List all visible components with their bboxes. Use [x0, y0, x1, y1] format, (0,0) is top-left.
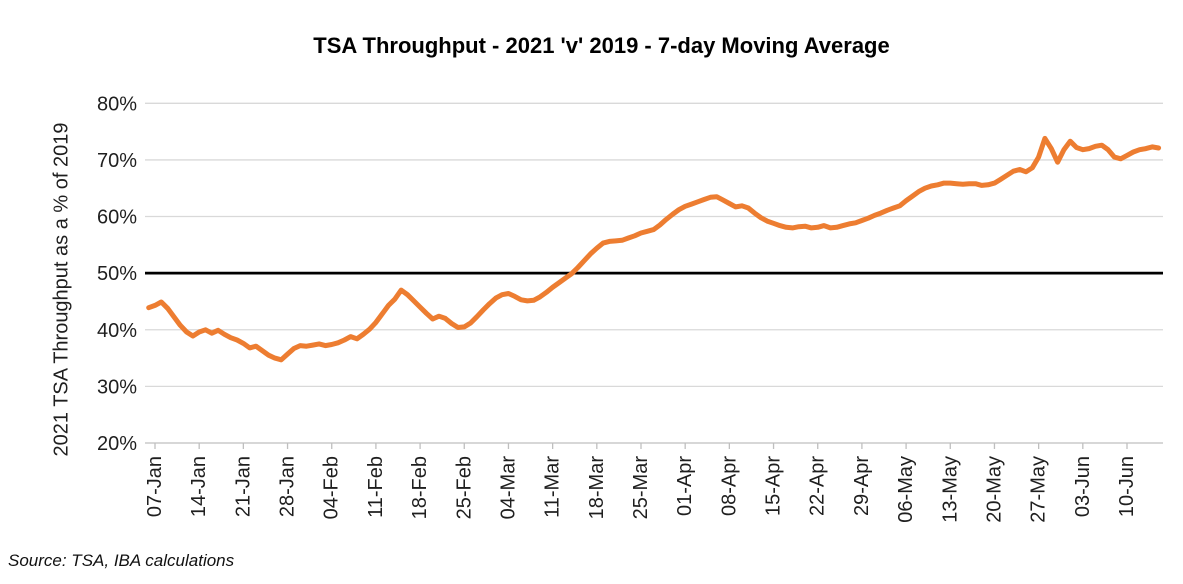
chart-title: TSA Throughput - 2021 'v' 2019 - 7-day M… — [313, 33, 890, 58]
x-tick-label-13-May: 13-May — [939, 456, 961, 523]
x-tick-label-06-May: 06-May — [895, 456, 917, 523]
x-tick-label-21-Jan: 21-Jan — [232, 456, 254, 517]
x-tick-label-11-Mar: 11-Mar — [542, 456, 564, 518]
x-tick-label-04-Mar: 04-Mar — [497, 456, 519, 520]
x-tick-label-01-Apr: 01-Apr — [674, 456, 696, 516]
x-tick-label-03-Jun: 03-Jun — [1072, 456, 1094, 517]
series-line-2021-vs-2019 — [146, 135, 1162, 363]
x-tick-label-14-Jan: 14-Jan — [188, 456, 210, 517]
x-tick-label-28-Jan: 28-Jan — [277, 456, 299, 517]
x-tick-label-18-Feb: 18-Feb — [409, 456, 431, 519]
y-tick-label-70: 70% — [97, 150, 137, 172]
y-tick-label-80: 80% — [97, 93, 137, 115]
y-tick-label-50: 50% — [97, 263, 137, 285]
source-note: Source: TSA, IBA calculations — [8, 551, 235, 570]
y-tick-label-60: 60% — [97, 207, 137, 229]
x-tick-label-22-Apr: 22-Apr — [807, 456, 829, 516]
x-tick-label-07-Jan: 07-Jan — [144, 456, 166, 517]
x-tick-label-20-May: 20-May — [983, 456, 1005, 523]
y-tick-label-20: 20% — [97, 433, 137, 455]
x-tick-label-27-May: 27-May — [1028, 456, 1050, 523]
x-tick-label-25-Feb: 25-Feb — [453, 456, 475, 519]
x-tick-label-10-Jun: 10-Jun — [1116, 456, 1138, 517]
x-tick-label-04-Feb: 04-Feb — [321, 456, 343, 519]
x-tick-label-11-Feb: 11-Feb — [365, 456, 387, 518]
x-tick-label-25-Mar: 25-Mar — [630, 456, 652, 520]
x-tick-label-29-Apr: 29-Apr — [851, 456, 873, 516]
x-tick-label-15-Apr: 15-Apr — [763, 456, 785, 516]
y-tick-label-40: 40% — [97, 320, 137, 342]
x-tick-label-08-Apr: 08-Apr — [718, 456, 740, 516]
x-tick-label-18-Mar: 18-Mar — [586, 456, 608, 520]
y-tick-label-30: 30% — [97, 376, 137, 398]
